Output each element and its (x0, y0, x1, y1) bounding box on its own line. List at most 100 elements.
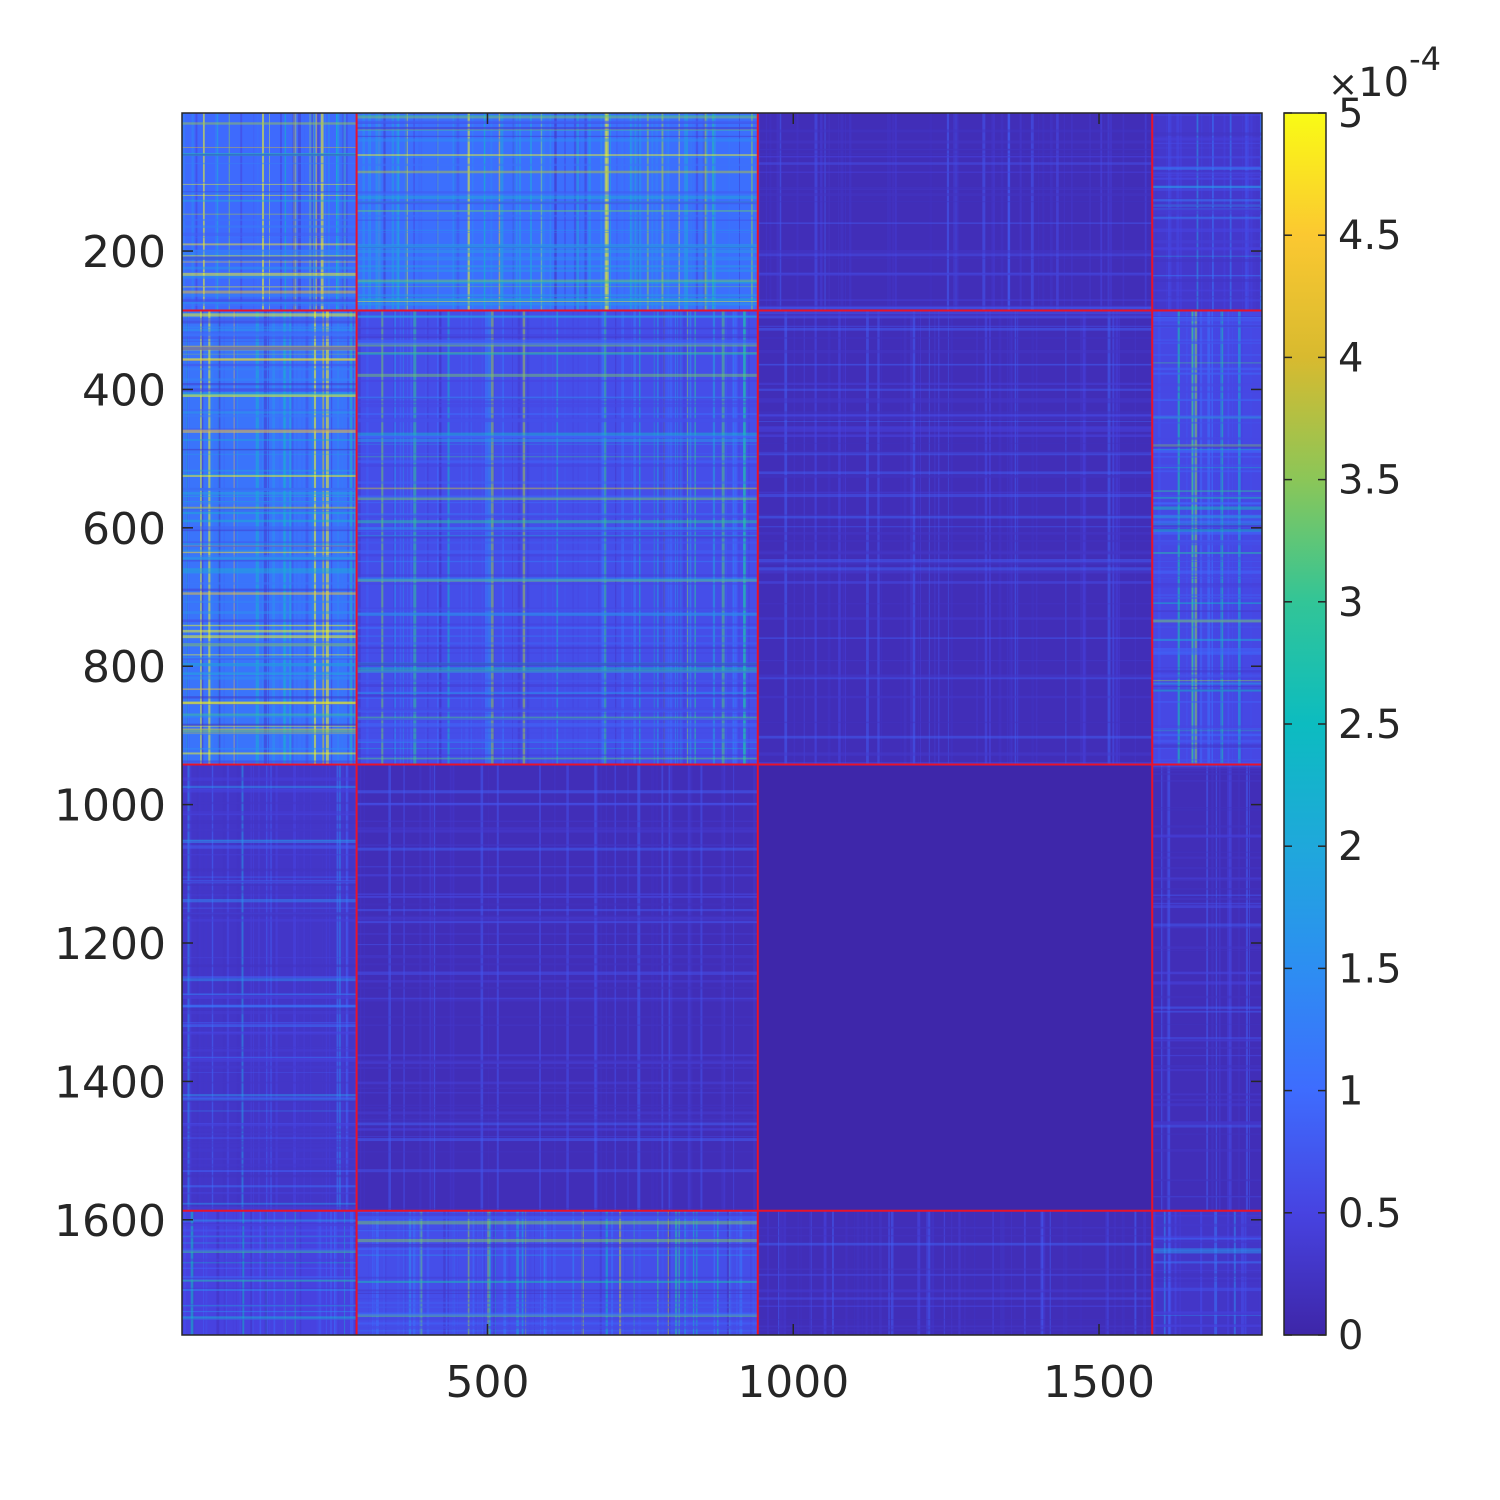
row-streak (757, 155, 1153, 158)
column-streak (211, 310, 214, 765)
row-streak (1152, 1023, 1262, 1025)
row-streak (182, 1057, 357, 1058)
column-streak (202, 113, 205, 311)
column-streak (1063, 1210, 1065, 1335)
row-streak (757, 402, 1153, 404)
column-streak (320, 113, 324, 311)
column-streak (633, 1210, 635, 1335)
column-streak (1031, 310, 1034, 765)
column-streak (529, 113, 533, 311)
column-streak (261, 113, 265, 311)
row-streak (356, 550, 758, 554)
row-streak (1152, 354, 1262, 356)
column-streak (385, 1210, 387, 1335)
row-streak (182, 243, 357, 246)
column-streak (1198, 310, 1200, 765)
row-streak (182, 907, 357, 909)
row-streak (182, 510, 357, 513)
column-streak (861, 1210, 864, 1335)
row-streak (356, 352, 758, 355)
column-streak (368, 1210, 369, 1335)
column-streak (487, 1210, 491, 1335)
column-streak (377, 113, 380, 311)
column-streak (878, 1210, 882, 1335)
row-streak (356, 667, 758, 670)
row-streak (356, 717, 758, 721)
row-streak (182, 301, 357, 304)
column-streak (1144, 113, 1148, 311)
row-streak (356, 326, 758, 329)
column-streak (344, 1210, 346, 1335)
row-streak (356, 418, 758, 423)
column-streak (840, 113, 843, 311)
row-streak (182, 1306, 357, 1308)
row-streak (182, 285, 357, 288)
row-streak (182, 1219, 357, 1222)
colorbar-tick-label: 3 (1338, 580, 1363, 626)
row-streak (182, 654, 357, 656)
row-streak (1152, 809, 1262, 811)
row-streak (356, 577, 758, 579)
column-streak (454, 113, 456, 311)
row-streak (1152, 769, 1262, 772)
column-streak (226, 764, 230, 1211)
column-streak (187, 764, 190, 1211)
row-streak (1152, 1269, 1262, 1271)
row-streak (356, 847, 758, 851)
column-streak (594, 1210, 598, 1335)
column-streak (1010, 310, 1013, 765)
column-streak (222, 764, 226, 1211)
row-streak (182, 676, 357, 680)
row-streak (182, 1223, 357, 1227)
column-streak (638, 113, 642, 311)
column-streak (418, 113, 420, 311)
row-streak (356, 334, 758, 337)
row-streak (182, 368, 357, 371)
column-streak (266, 764, 268, 1211)
column-streak (838, 310, 841, 765)
row-streak (182, 820, 357, 824)
row-streak (1152, 1068, 1262, 1072)
colorbar: 0 0.5 1 1.5 2 2.5 3 3.5 4 4.5 5 ×10-4 (1283, 40, 1441, 1359)
column-streak (1163, 1210, 1166, 1335)
row-streak (1152, 1260, 1262, 1262)
row-streak (356, 1136, 758, 1137)
row-streak (182, 336, 357, 340)
column-streak (564, 113, 566, 311)
row-streak (1152, 531, 1262, 535)
row-streak (1152, 1235, 1262, 1239)
row-streak (757, 1319, 1153, 1321)
column-streak (1063, 113, 1066, 311)
column-streak (272, 310, 275, 765)
row-streak (356, 513, 758, 516)
row-streak (182, 1202, 357, 1205)
column-streak (1042, 1210, 1046, 1335)
column-streak (488, 1210, 491, 1335)
row-streak (356, 1254, 758, 1256)
column-streak (232, 310, 234, 765)
row-streak (182, 363, 357, 367)
row-streak (1152, 744, 1262, 748)
row-streak (182, 439, 357, 441)
column-streak (604, 113, 608, 311)
row-streak (182, 725, 357, 727)
row-streak (356, 294, 758, 297)
row-streak (757, 421, 1153, 422)
row-streak (182, 519, 357, 523)
row-streak (1152, 494, 1262, 498)
colorbar-multiplier-symbol: × (1328, 64, 1358, 105)
row-streak (1152, 449, 1262, 453)
column-streak (447, 1210, 449, 1335)
column-streak (336, 764, 339, 1211)
row-streak (1152, 325, 1262, 328)
row-streak (757, 674, 1153, 678)
row-streak (1152, 700, 1262, 703)
row-streak (356, 396, 758, 399)
row-streak (356, 679, 758, 683)
column-streak (1112, 310, 1115, 765)
row-streak (356, 652, 758, 654)
row-streak (182, 389, 357, 392)
row-streak (1152, 247, 1262, 249)
row-streak (356, 315, 758, 319)
row-streak (356, 1230, 758, 1232)
